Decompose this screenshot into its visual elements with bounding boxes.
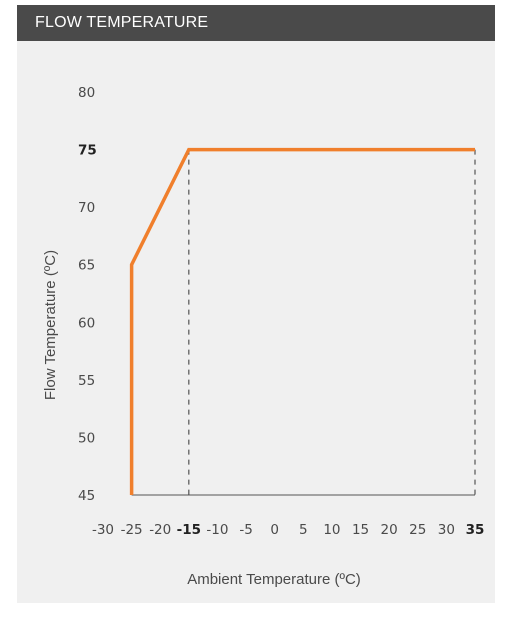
x-tick-label: 35 [466,522,485,538]
y-tick-label: 45 [78,488,95,504]
y-tick-label: 80 [78,85,95,101]
x-tick-label: 30 [438,522,455,538]
x-tick-label: 25 [409,522,426,538]
y-tick-label: 50 [78,430,95,446]
y-tick-label: 55 [78,373,95,389]
x-tick-label: -30 [92,522,114,538]
chart-panel: FLOW TEMPERATURE [17,5,495,603]
x-tick-label: 5 [299,522,308,538]
y-tick-label: 75 [78,143,97,159]
y-tick-label: 65 [78,258,95,274]
x-tick-label: 0 [270,522,279,538]
x-tick-label: 20 [381,522,398,538]
y-axis-title: Flow Temperature (ºC) [42,250,59,400]
x-axis-title: Ambient Temperature (ºC) [187,571,361,588]
reference-lines [188,149,476,495]
x-tick-label: 15 [352,522,369,538]
x-tick-label: -10 [206,522,228,538]
y-tick-label: 70 [78,200,95,216]
chart-title: FLOW TEMPERATURE [35,14,209,31]
series [129,147,475,495]
y-tick-labels: 45 50 55 60 65 70 75 80 [78,85,97,504]
x-tick-label: -25 [121,522,143,538]
x-tick-label: -5 [239,522,252,538]
chart-header: FLOW TEMPERATURE [17,5,495,41]
series-line-0 [129,147,475,495]
x-tick-labels: -30 -25 -20 -15 -10 -5 0 5 10 15 20 25 30 35 [92,522,484,538]
y-tick-label: 60 [78,315,95,331]
x-tick-label: 10 [323,522,340,538]
x-tick-label: -15 [177,522,201,538]
x-tick-label: -20 [149,522,171,538]
